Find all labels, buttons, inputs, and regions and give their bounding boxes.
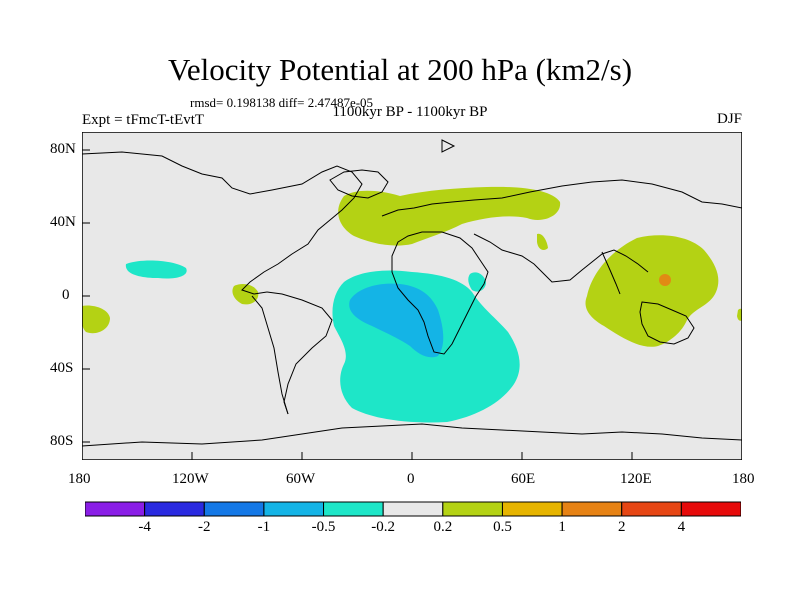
- x-tick-label: 60E: [511, 471, 536, 487]
- colorbar-label: 2: [617, 519, 626, 535]
- colorbar-swatch: [85, 501, 146, 517]
- x-tick-label: 180: [732, 471, 755, 487]
- colorbar-label: -2: [198, 519, 211, 535]
- anomaly-central-america: [232, 284, 259, 305]
- colorbar-label: 4: [677, 519, 686, 535]
- season-label: DJF: [716, 111, 742, 127]
- colorbar-label: -4: [138, 519, 151, 535]
- anomaly-dateline-west: [82, 305, 110, 334]
- colorbar-swatch: [144, 501, 205, 517]
- stats-label: rmsd= 0.198138 diff= 2.47487e-05: [190, 95, 374, 110]
- y-tick-label: 80N: [50, 141, 76, 157]
- colorbar-swatch: [442, 501, 503, 517]
- y-tick-label: 40S: [50, 360, 74, 376]
- colorbar: [85, 501, 741, 517]
- x-tick-label: 60W: [286, 471, 316, 487]
- colorbar-swatch: [680, 501, 741, 517]
- experiment-label: Expt = tFmcT-tEvtT: [82, 112, 205, 128]
- x-tick-label: 120W: [172, 471, 209, 487]
- colorbar-label: 0.5: [493, 519, 512, 535]
- axis-ticks: [82, 149, 742, 460]
- map-title: Velocity Potential at 200 hPa (km2/s): [167, 52, 633, 87]
- colorbar-label: -0.2: [371, 519, 396, 535]
- colorbar-swatch: [203, 501, 265, 517]
- x-tick-label: 0: [407, 471, 415, 487]
- anomaly-northeast-pacific: [125, 260, 187, 279]
- colorbar-label: 1: [558, 519, 566, 535]
- map-plot: [82, 132, 742, 460]
- colorbar-swatch: [323, 501, 384, 517]
- colorbar-swatch: [263, 501, 325, 517]
- anomaly-europe: [338, 186, 561, 246]
- y-tick-label: 40N: [50, 214, 76, 230]
- x-tick-label: 180: [68, 471, 91, 487]
- period-label: 1100kyr BP - 1100kyr BP: [332, 104, 488, 120]
- anomaly-west-pacific-edge: [737, 308, 742, 321]
- y-tick-label: 0: [62, 287, 70, 303]
- colorbar-label: -1: [257, 519, 271, 535]
- coastlines: [82, 139, 742, 447]
- anomaly-arabia: [537, 233, 548, 250]
- colorbar-swatch: [561, 501, 623, 517]
- y-tick-label: 80S: [50, 433, 74, 449]
- anomaly-south-atlantic-core: [349, 283, 444, 358]
- colorbar-swatch: [501, 501, 563, 517]
- colorbar-swatch: [382, 501, 444, 517]
- anomaly-west-pacific: [585, 235, 719, 347]
- anomaly-peak-new-guinea: [659, 274, 671, 286]
- x-tick-label: 120E: [620, 471, 652, 487]
- colorbar-label: 0.2: [433, 519, 453, 535]
- colorbar-swatch: [621, 501, 682, 517]
- colorbar-label: -0.5: [311, 519, 336, 535]
